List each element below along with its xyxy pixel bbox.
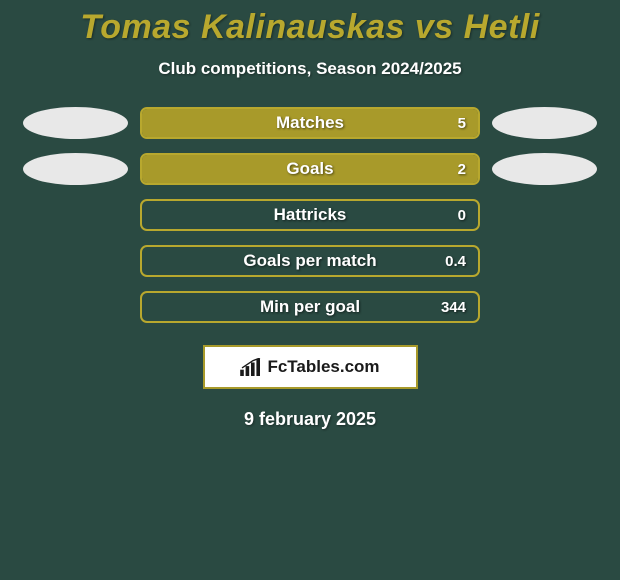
- stat-label: Hattricks: [142, 201, 478, 229]
- bar-outline: Goals2: [140, 153, 480, 185]
- stat-bar: Goals per match0.4: [140, 245, 480, 277]
- bar-outline: Goals per match0.4: [140, 245, 480, 277]
- left-ellipse: [23, 153, 128, 185]
- right-ellipse: [492, 107, 597, 139]
- stat-bar: Goals2: [140, 153, 480, 185]
- stat-bar: Min per goal344: [140, 291, 480, 323]
- source-logo: FcTables.com: [240, 357, 379, 377]
- left-spacer: [23, 199, 128, 231]
- bar-outline: Matches5: [140, 107, 480, 139]
- stat-bar: Matches5: [140, 107, 480, 139]
- stat-value: 344: [441, 293, 466, 321]
- stat-label: Goals: [142, 155, 478, 183]
- stat-label: Goals per match: [142, 247, 478, 275]
- stat-row: Goals2: [0, 153, 620, 185]
- left-spacer: [23, 291, 128, 323]
- stat-row: Min per goal344: [0, 291, 620, 323]
- right-spacer: [492, 199, 597, 231]
- subtitle: Club competitions, Season 2024/2025: [0, 59, 620, 79]
- date-label: 9 february 2025: [0, 409, 620, 430]
- left-spacer: [23, 245, 128, 277]
- stat-label: Min per goal: [142, 293, 478, 321]
- stat-value: 5: [458, 109, 466, 137]
- stat-row: Hattricks0: [0, 199, 620, 231]
- infographic-container: Tomas Kalinauskas vs Hetli Club competit…: [0, 0, 620, 430]
- stat-value: 2: [458, 155, 466, 183]
- right-spacer: [492, 245, 597, 277]
- bar-outline: Min per goal344: [140, 291, 480, 323]
- page-title: Tomas Kalinauskas vs Hetli: [0, 8, 620, 47]
- chart-icon: [240, 358, 262, 376]
- stat-bar: Hattricks0: [140, 199, 480, 231]
- source-logo-text: FcTables.com: [267, 357, 379, 377]
- stat-value: 0.4: [445, 247, 466, 275]
- stat-value: 0: [458, 201, 466, 229]
- stat-row: Goals per match0.4: [0, 245, 620, 277]
- right-ellipse: [492, 153, 597, 185]
- left-ellipse: [23, 107, 128, 139]
- bar-outline: Hattricks0: [140, 199, 480, 231]
- stat-row: Matches5: [0, 107, 620, 139]
- source-logo-box: FcTables.com: [203, 345, 418, 389]
- stat-label: Matches: [142, 109, 478, 137]
- right-spacer: [492, 291, 597, 323]
- stats-section: Matches5Goals2Hattricks0Goals per match0…: [0, 107, 620, 323]
